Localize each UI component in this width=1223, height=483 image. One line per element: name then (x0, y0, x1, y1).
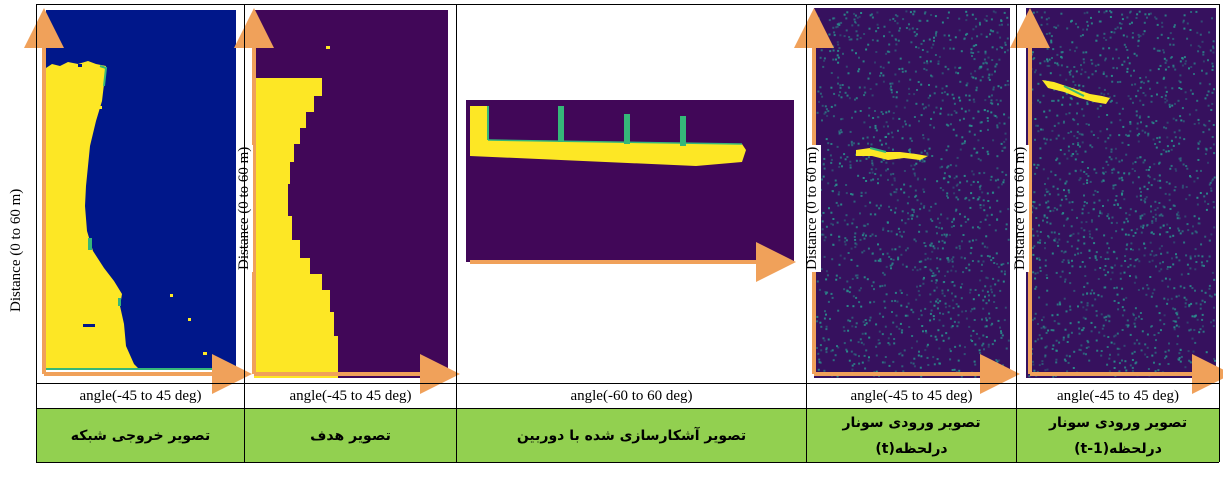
caption-target-line-1: تصویر هدف (310, 427, 391, 444)
caption-camera-annotation-line-1: تصویر آشکارسازی شده با دوربین (516, 427, 747, 444)
caption-sonar-t: تصویر ورودی سونار درلحظه(t) (807, 409, 1016, 462)
xlabel-network-output: angle(-45 to 45 deg) (79, 387, 202, 404)
sonar-t-1-heatmap (1026, 8, 1216, 378)
table-border-right (1219, 4, 1220, 462)
xlabel-camera-annotation: angle(-60 to 60 deg) (570, 387, 693, 404)
caption-network-output: تصویر خروجی شبکه (37, 409, 244, 462)
ylabel-network-output: Distance (0 to 60 m) (8, 188, 24, 312)
caption-sonar-t-1-line-2: درلحظه(t-1) (1074, 440, 1162, 457)
table-divider-1 (244, 4, 245, 462)
camera-annotation-heatmap (466, 100, 794, 262)
table-divider-3 (806, 4, 807, 462)
panel-sonar-t-image (808, 6, 1012, 382)
caption-target: تصویر هدف (245, 409, 456, 462)
caption-camera-annotation: تصویر آشکارسازی شده با دوربین (457, 409, 806, 462)
table-divider-2 (456, 4, 457, 462)
caption-sonar-t-line-2: درلحظه(t) (875, 440, 948, 457)
panel-sonar-t-1-image (1024, 6, 1220, 382)
caption-sonar-t-1: تصویر ورودی سونار درلحظه(t-1) (1017, 409, 1219, 462)
xlabel-sonar-t-1: angle(-45 to 45 deg) (1056, 387, 1180, 404)
table-row-divider-1 (36, 383, 1219, 384)
sonar-t-heatmap (814, 8, 1010, 378)
panel-network-output-image (38, 6, 240, 382)
table-border-top (36, 4, 1219, 5)
panel-camera-annotation-image (466, 96, 796, 272)
caption-network-output-line-1: تصویر خروجی شبکه (70, 427, 211, 444)
table-border-bottom (36, 462, 1219, 463)
target-heatmap (254, 10, 448, 378)
panel-target-image (248, 6, 453, 382)
caption-sonar-t-1-line-1: تصویر ورودی سونار (1048, 414, 1188, 431)
caption-sonar-t-line-1: تصویر ورودی سونار (842, 414, 981, 431)
table-border-left (36, 4, 37, 462)
sonar-t-speckle (816, 10, 1010, 378)
ylabel-sonar-t-1: Distance (0 to 60 m) (1012, 144, 1029, 272)
network-output-heatmap (46, 10, 236, 370)
xlabel-target: angle(-45 to 45 deg) (289, 387, 412, 404)
xlabel-sonar-t: angle(-45 to 45 deg) (850, 387, 973, 404)
table-row-divider-2 (36, 408, 1219, 409)
table-divider-4 (1016, 4, 1017, 462)
